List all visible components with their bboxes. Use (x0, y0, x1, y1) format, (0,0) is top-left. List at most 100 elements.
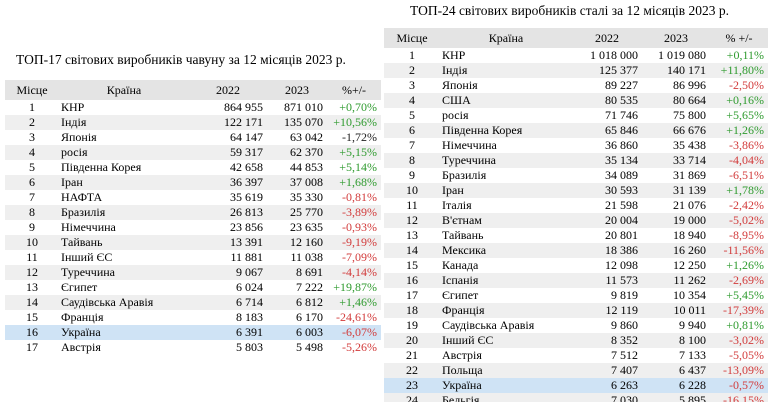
row-value-2023: 11 038 (290, 250, 323, 264)
row-country: Туреччина (440, 153, 572, 168)
table-row: 9 Бразилія 34 089 31 869 -6,51% (384, 168, 768, 183)
row-value-2023: 44 853 (290, 160, 323, 174)
row-country: КНР (61, 100, 85, 114)
table-row: 9 Німеччина 23 856 23 635 -0,93% (5, 220, 381, 235)
row-position: 8 (5, 205, 59, 220)
row-country: КНР (442, 48, 466, 62)
table-row: 14 Саудівська Аравія 6 714 6 812 +1,46% (5, 295, 381, 310)
row-value-2023: 66 676 (642, 123, 710, 138)
row-value-2022: 23 856 (230, 220, 263, 234)
row-change: +5,65% (726, 108, 764, 122)
row-position: 22 (384, 363, 440, 378)
row-change: -16,15% (710, 393, 768, 402)
row-position: 1 (409, 48, 415, 62)
row-change: -3,02% (710, 333, 768, 348)
row-value-2022: 35 619 (230, 190, 263, 204)
table-row: 13 Єгипет 6 024 7 222 +19,87% (5, 280, 381, 295)
row-country: Туреччина (59, 265, 189, 280)
row-change: -8,95% (729, 228, 764, 242)
table-row: 12 Туреччина 9 067 8 691 -4,14% (5, 265, 381, 280)
row-position: 21 (406, 348, 418, 362)
row-change: -11,56% (710, 243, 768, 258)
row-country: Японія (61, 130, 97, 144)
row-position: 10 (5, 235, 59, 250)
row-value-2022: 11 573 (572, 273, 642, 288)
row-value-2023: 6 003 (267, 325, 327, 340)
row-change: +1,46% (327, 295, 381, 310)
row-country: В'єтнам (440, 213, 572, 228)
row-change: -1,72% (342, 130, 377, 144)
row-value-2023: 63 042 (290, 130, 323, 144)
row-country: Іспанія (440, 273, 572, 288)
row-value-2022: 12 098 (605, 258, 638, 272)
row-position: 18 (384, 303, 440, 318)
row-value-2022: 7 407 (572, 363, 642, 378)
row-change: +11,80% (710, 63, 768, 78)
table-row: 21 Австрія 7 512 7 133 -5,05% (384, 348, 768, 363)
row-value-2022: 9 067 (189, 265, 267, 280)
row-country: Інший ЄС (440, 333, 572, 348)
row-change: +1,26% (710, 123, 768, 138)
table-row: 2 Індія 125 377 140 171 +11,80% (384, 63, 768, 78)
row-change: -2,42% (729, 198, 764, 212)
row-value-2023: 1 019 080 (658, 48, 706, 62)
row-change: -0,81% (342, 190, 377, 204)
header-country: Країна (59, 80, 189, 100)
row-value-2023: 6 228 (642, 378, 710, 393)
header-position: Місце (5, 80, 59, 100)
row-country: Іран (440, 183, 572, 198)
row-position: 4 (5, 145, 59, 160)
row-value-2023: 19 000 (642, 213, 710, 228)
table-row: 11 Інший ЄС 11 881 11 038 -7,09% (5, 250, 381, 265)
row-value-2023: 25 770 (267, 205, 327, 220)
row-value-2023: 35 330 (290, 190, 323, 204)
row-position: 7 (409, 138, 415, 152)
table-row: 4 росія 59 317 62 370 +5,15% (5, 145, 381, 160)
row-value-2023: 35 438 (673, 138, 706, 152)
row-value-2023: 33 714 (642, 153, 710, 168)
row-country: Тайвань (59, 235, 189, 250)
row-change: +1,78% (710, 183, 768, 198)
row-position: 11 (26, 250, 38, 264)
row-value-2023: 10 354 (673, 288, 706, 302)
row-value-2022: 5 803 (236, 340, 263, 354)
table-row: 16 Україна 6 391 6 003 -6,07% (5, 325, 381, 340)
row-position: 24 (384, 393, 440, 402)
pig-iron-table: Місце Країна 2022 2023 %+/- 1 КНР 864 955 8… (5, 80, 381, 355)
row-value-2022: 11 881 (230, 250, 263, 264)
table-row: 1 КНР 864 955 871 010 +0,70% (5, 100, 381, 115)
row-change: +1,68% (327, 175, 381, 190)
row-change: -4,04% (710, 153, 768, 168)
row-change: +5,15% (327, 145, 381, 160)
row-position: 9 (29, 220, 35, 234)
row-country: Польща (440, 363, 572, 378)
row-value-2022: 8 352 (572, 333, 642, 348)
row-country: НАФТА (61, 190, 103, 204)
table-row: 19 Саудівська Аравія 9 860 9 940 +0,81% (384, 318, 768, 333)
row-value-2022: 26 813 (189, 205, 267, 220)
row-country: Італія (442, 198, 472, 212)
row-country: Індія (59, 115, 189, 130)
row-position: 2 (5, 115, 59, 130)
row-position: 15 (406, 258, 418, 272)
table-row: 14 Мексика 18 386 16 260 -11,56% (384, 243, 768, 258)
steel-table: Місце Країна 2022 2023 % +/- 1 КНР 1 018 0… (384, 28, 768, 402)
table-row: 3 Японія 64 147 63 042 -1,72% (5, 130, 381, 145)
row-value-2022: 20 801 (605, 228, 638, 242)
row-value-2023: 7 133 (679, 348, 706, 362)
row-position: 15 (26, 310, 38, 324)
row-change: -17,39% (710, 303, 768, 318)
row-value-2022: 89 227 (605, 78, 638, 92)
row-change: -2,69% (710, 273, 768, 288)
row-value-2023: 10 011 (642, 303, 710, 318)
row-value-2022: 7 030 (572, 393, 642, 402)
row-position: 14 (5, 295, 59, 310)
row-value-2023: 11 262 (642, 273, 710, 288)
row-position: 2 (384, 63, 440, 78)
row-value-2023: 18 940 (673, 228, 706, 242)
row-value-2022: 34 089 (605, 168, 638, 182)
row-position: 11 (406, 198, 418, 212)
row-change: -0,57% (710, 378, 768, 393)
row-value-2023: 9 940 (679, 318, 706, 332)
table-row: 2 Індія 122 171 135 070 +10,56% (5, 115, 381, 130)
